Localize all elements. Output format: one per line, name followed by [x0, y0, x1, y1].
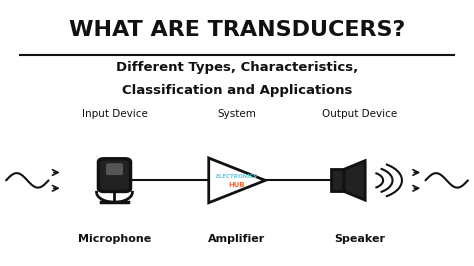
- Bar: [331, 169, 344, 192]
- Text: Amplifier: Amplifier: [209, 234, 265, 244]
- Text: Speaker: Speaker: [334, 234, 385, 244]
- FancyBboxPatch shape: [106, 163, 123, 175]
- Polygon shape: [344, 161, 365, 200]
- Text: Different Types, Characteristics,: Different Types, Characteristics,: [116, 61, 358, 74]
- Text: System: System: [218, 109, 256, 119]
- Text: ELECTRONICS: ELECTRONICS: [216, 174, 258, 179]
- FancyBboxPatch shape: [99, 159, 130, 192]
- Text: Input Device: Input Device: [82, 109, 147, 119]
- Polygon shape: [209, 158, 265, 203]
- Text: HUB: HUB: [228, 182, 246, 188]
- Text: Microphone: Microphone: [78, 234, 151, 244]
- Text: Classification and Applications: Classification and Applications: [122, 84, 352, 97]
- Text: Output Device: Output Device: [322, 109, 397, 119]
- Text: WHAT ARE TRANSDUCERS?: WHAT ARE TRANSDUCERS?: [69, 20, 405, 40]
